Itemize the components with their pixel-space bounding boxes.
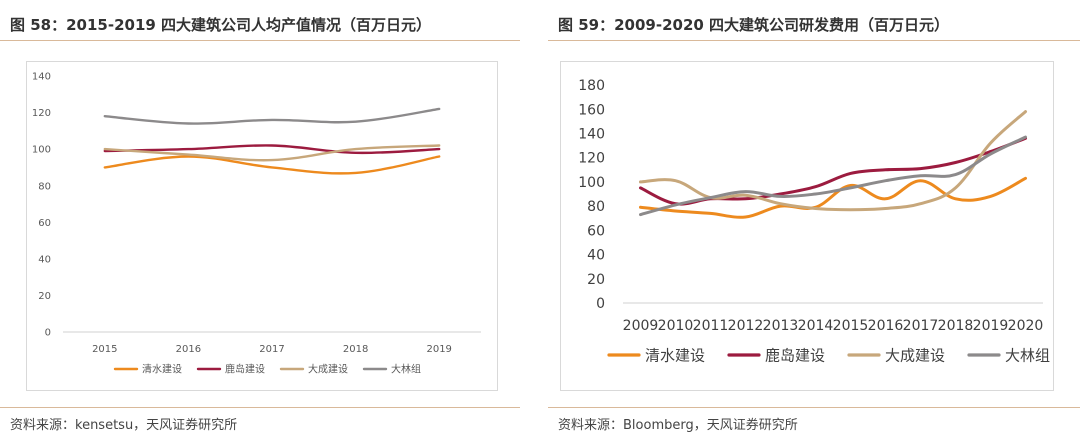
legend-label: 大成建设	[885, 346, 945, 364]
legend-label: 大林组	[391, 363, 421, 376]
x-tick-label: 2016	[176, 344, 201, 355]
x-tick-label: 2015	[833, 318, 869, 334]
x-tick-label: 2009	[623, 318, 659, 334]
x-tick-label: 2017	[259, 344, 284, 355]
x-tick-label: 2018	[343, 344, 368, 355]
legend-label: 鹿岛建设	[765, 346, 825, 364]
x-tick-label: 2012	[728, 318, 764, 334]
x-tick-label: 2011	[693, 318, 729, 334]
chart-59-frame: 0 20 40 60 80 100 120 140 160 180 2009 2010 2011 2012…	[560, 61, 1054, 391]
figure-58-source: 资料来源：kensetsu，天风证券研究所	[10, 418, 238, 433]
legend-label: 大成建设	[308, 363, 348, 376]
y-tick-label: 120	[578, 151, 605, 167]
x-tick-label: 2013	[763, 318, 799, 334]
x-tick-label: 2019	[426, 344, 451, 355]
chart-59-rd-expense: 0 20 40 60 80 100 120 140 160 180 2009 2010 2011 2012…	[578, 78, 1050, 364]
x-tick-label: 2016	[868, 318, 904, 334]
y-tick-label: 40	[38, 254, 51, 265]
series-line-清水建设	[103, 155, 441, 175]
y-tick-label: 140	[32, 72, 51, 83]
figure-59-title: 图 59：2009-2020 四大建筑公司研发费用（百万日元）	[558, 16, 950, 34]
y-tick-label: 20	[587, 272, 605, 288]
legend-label: 清水建设	[645, 346, 705, 364]
y-tick-label: 60	[587, 223, 605, 239]
y-tick-label: 100	[578, 175, 605, 191]
y-tick-label: 120	[32, 108, 51, 119]
legend: 清水建设 鹿岛建设 大成建设 大林组	[607, 346, 1050, 364]
series-line-大成建设	[103, 144, 441, 162]
legend: 清水建设 鹿岛建设 大成建设 大林组	[113, 363, 421, 376]
y-tick-label: 80	[38, 181, 51, 192]
x-tick-label: 2020	[1008, 318, 1044, 334]
y-tick-label: 0	[596, 296, 605, 312]
series-line-大林组	[639, 135, 1027, 217]
y-tick-label: 160	[578, 102, 605, 118]
y-tick-label: 100	[32, 145, 51, 156]
left-figure: 图 58：2015-2019 四大建筑公司人均产值情况（百万日元） 0 20 40 6…	[0, 0, 520, 439]
chart-58-frame: 0 20 40 60 80 100 120 140 2015 2016 2017 2018 2019 清水…	[26, 61, 498, 391]
legend-label: 清水建设	[142, 363, 182, 376]
y-tick-label: 180	[578, 78, 605, 94]
y-tick-label: 20	[38, 291, 51, 302]
x-tick-label: 2018	[938, 318, 974, 334]
source-divider	[0, 407, 520, 408]
x-tick-label: 2010	[658, 318, 694, 334]
y-tick-label: 80	[587, 199, 605, 215]
series-line-清水建设	[639, 176, 1027, 219]
y-tick-label: 60	[38, 218, 51, 229]
series-line-大林组	[103, 107, 441, 125]
title-divider	[0, 40, 520, 41]
figure-59-source: 资料来源：Bloomberg，天风证券研究所	[558, 418, 798, 433]
y-tick-label: 0	[45, 328, 51, 339]
legend-label: 大林组	[1005, 346, 1050, 364]
chart-58-per-capita-output: 0 20 40 60 80 100 120 140 2015 2016 2017 2018 2019 清水…	[32, 72, 481, 376]
legend-label: 鹿岛建设	[225, 363, 265, 376]
x-tick-label: 2019	[973, 318, 1009, 334]
x-tick-label: 2017	[903, 318, 939, 334]
figure-58-title: 图 58：2015-2019 四大建筑公司人均产值情况（百万日元）	[10, 16, 432, 34]
series-line-鹿岛建设	[103, 144, 441, 155]
x-tick-label: 2015	[92, 344, 117, 355]
right-figure: 图 59：2009-2020 四大建筑公司研发费用（百万日元） 0 20 40 60 8…	[548, 0, 1080, 439]
title-divider	[548, 40, 1080, 41]
x-tick-label: 2014	[798, 318, 834, 334]
source-divider	[548, 407, 1080, 408]
y-tick-label: 40	[587, 248, 605, 264]
y-tick-label: 140	[578, 126, 605, 142]
